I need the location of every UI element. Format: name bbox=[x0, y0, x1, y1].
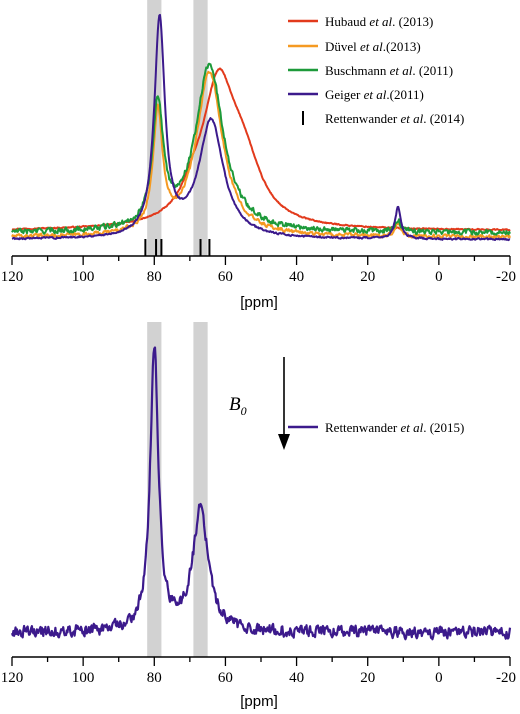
bottom-tick-label-6: 0 bbox=[435, 670, 443, 686]
bottom-series-group bbox=[10, 346, 512, 641]
svg-text:Geiger et al.(2011): Geiger et al.(2011) bbox=[325, 87, 424, 102]
legend-label-buschmann-b: et al bbox=[390, 63, 413, 78]
top-highlight-band-1 bbox=[193, 0, 208, 256]
legend-entry-geiger: Geiger et al.(2011) bbox=[288, 87, 424, 102]
svg-text:Düvel et al.(2013): Düvel et al.(2013) bbox=[325, 39, 421, 54]
legend-label-duvel-a: Düvel bbox=[325, 39, 360, 54]
bottom-tick-label-3: 60 bbox=[218, 670, 233, 686]
top-tick-label-4: 40 bbox=[289, 269, 304, 285]
bottom-tick-label-2: 80 bbox=[147, 670, 162, 686]
bottom-tick-label-1: 100 bbox=[72, 670, 95, 686]
legend-entry-rettenwander-2015: Rettenwander et al. (2015) bbox=[288, 420, 464, 435]
legend-label-hubaud-a: Hubaud bbox=[325, 14, 369, 29]
top-series-line-0 bbox=[11, 67, 511, 232]
top-series-line-3 bbox=[11, 13, 511, 242]
legend-entry-hubaud: Hubaud et al. (2013) bbox=[288, 14, 433, 29]
legend-label-rett14-c: . (2014) bbox=[423, 111, 464, 126]
top-series-line-2 bbox=[11, 62, 511, 236]
top-legend: Hubaud et al. (2013) Düvel et al.(2013) … bbox=[288, 14, 464, 126]
bottom-tick-label-7: -20 bbox=[496, 670, 516, 686]
legend-label-rett15-a: Rettenwander bbox=[325, 420, 400, 435]
bottom-panel: 120 100 80 60 40 20 0 -20 [ppm] B0 Rettenwander… bbox=[1, 322, 516, 710]
legend-label-rett15-b: et al bbox=[400, 420, 423, 435]
legend-label-hubaud-c: . (2013) bbox=[392, 14, 433, 29]
top-tick-label-6: 0 bbox=[435, 269, 443, 285]
legend-entry-rettenwander-2014: Rettenwander et al. (2014) bbox=[302, 111, 464, 126]
top-x-axis-title: [ppm] bbox=[240, 294, 278, 311]
top-x-axis: 120 100 80 60 40 20 0 -20 bbox=[1, 255, 516, 285]
legend-label-geiger-c: .(2011) bbox=[386, 87, 423, 102]
legend-label-hubaud-b: et al bbox=[369, 14, 392, 29]
top-tick-label-0: 120 bbox=[1, 269, 24, 285]
top-tick-label-5: 20 bbox=[360, 269, 375, 285]
top-stick-marks bbox=[144, 239, 211, 256]
top-tick-label-2: 80 bbox=[147, 269, 162, 285]
bottom-x-axis: 120 100 80 60 40 20 0 -20 bbox=[1, 656, 516, 686]
svg-text:Buschmann et al. (2011): Buschmann et al. (2011) bbox=[325, 63, 453, 78]
bottom-highlight-band-1 bbox=[193, 322, 208, 657]
legend-entry-buschmann: Buschmann et al. (2011) bbox=[288, 63, 453, 78]
field-label: B bbox=[229, 394, 241, 415]
bottom-legend: Rettenwander et al. (2015) bbox=[288, 420, 464, 435]
top-series-group bbox=[11, 13, 511, 242]
top-panel: 120 100 80 60 40 20 0 -20 [ppm] Hubaud et al. (… bbox=[1, 0, 516, 311]
bottom-tick-label-4: 40 bbox=[289, 670, 304, 686]
svg-text:B0: B0 bbox=[229, 394, 247, 418]
field-direction-annotation: B0 bbox=[229, 357, 290, 450]
svg-text:Hubaud et al. (2013): Hubaud et al. (2013) bbox=[325, 14, 433, 29]
svg-text:Rettenwander et al. (2015): Rettenwander et al. (2015) bbox=[325, 420, 464, 435]
legend-label-geiger-a: Geiger bbox=[325, 87, 364, 102]
legend-label-duvel-c: .(2013) bbox=[383, 39, 421, 54]
top-tick-label-1: 100 bbox=[72, 269, 95, 285]
top-tick-label-3: 60 bbox=[218, 269, 233, 285]
bottom-x-axis-title: [ppm] bbox=[240, 693, 278, 710]
field-label-sub: 0 bbox=[241, 404, 247, 418]
legend-label-rett15-c: . (2015) bbox=[423, 420, 464, 435]
svg-text:Rettenwander et al. (2014): Rettenwander et al. (2014) bbox=[325, 111, 464, 126]
legend-entry-duvel: Düvel et al.(2013) bbox=[288, 39, 421, 54]
legend-label-rett14-b: et al bbox=[400, 111, 423, 126]
bottom-tick-label-5: 20 bbox=[360, 670, 375, 686]
legend-label-duvel-b: et al bbox=[360, 39, 383, 54]
legend-label-buschmann-a: Buschmann bbox=[325, 63, 390, 78]
field-arrow-head bbox=[278, 434, 290, 450]
legend-label-buschmann-c: . (2011) bbox=[412, 63, 453, 78]
top-series-line-1 bbox=[11, 70, 511, 240]
legend-label-geiger-b: et al bbox=[364, 87, 387, 102]
bottom-series-line-0 bbox=[10, 346, 512, 641]
top-tick-label-7: -20 bbox=[496, 269, 516, 285]
bottom-tick-label-0: 120 bbox=[1, 670, 24, 686]
legend-label-rett14-a: Rettenwander bbox=[325, 111, 400, 126]
